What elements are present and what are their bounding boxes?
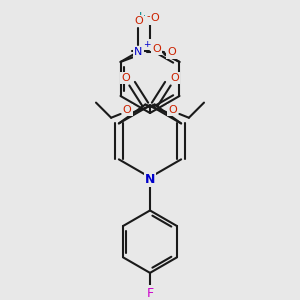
- Text: N: N: [145, 173, 155, 186]
- Text: -: -: [146, 11, 150, 22]
- Text: O: O: [150, 14, 159, 23]
- Text: O: O: [170, 73, 179, 83]
- Text: O: O: [168, 105, 177, 115]
- Text: O: O: [121, 73, 130, 83]
- Text: F: F: [146, 287, 154, 300]
- Text: O: O: [123, 105, 132, 115]
- Text: +: +: [143, 40, 151, 50]
- Text: O: O: [152, 44, 161, 54]
- Text: O: O: [134, 16, 143, 26]
- Text: H: H: [139, 11, 148, 22]
- Text: N: N: [134, 47, 143, 58]
- Text: O: O: [167, 47, 176, 58]
